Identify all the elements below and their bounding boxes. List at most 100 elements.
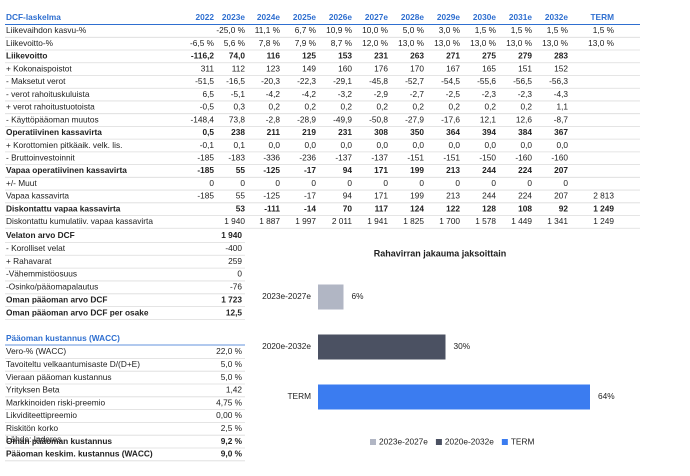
cell: 207 (554, 191, 568, 201)
column-header: 2032e (545, 12, 568, 22)
cell: 92 (559, 203, 569, 213)
cell: 3,0 % (439, 25, 461, 35)
cell: 1,5 % (511, 25, 533, 35)
cell: 153 (338, 51, 352, 61)
cell: 0,0 (448, 140, 460, 150)
cell: 5,0 % (221, 372, 243, 382)
cell: 211 (267, 127, 281, 137)
cell: -150 (479, 152, 496, 162)
column-header: 2022 (196, 12, 215, 22)
cell: 94 (343, 191, 353, 201)
cell: -2,8 (266, 114, 281, 124)
column-header: 2027e (365, 12, 388, 22)
cell: 22,0 % (216, 346, 242, 356)
row-label: - Maksetut verot (6, 76, 66, 86)
row-label: Yrityksen Beta (6, 385, 60, 395)
cell: -27,9 (405, 114, 424, 124)
row-label: Likviditeettipreemio (6, 410, 77, 420)
cell: -52,7 (405, 76, 424, 86)
cell: 213 (446, 165, 460, 175)
cell: 0,3 (233, 102, 245, 112)
cell: 0,2 (448, 102, 460, 112)
row-label: + Rahavarat (6, 256, 52, 266)
cell: 0,2 (484, 102, 496, 112)
cell: 13,0 % (398, 38, 424, 48)
column-header: 2028e (401, 12, 424, 22)
legend-swatch (501, 439, 508, 445)
cell: 1 723 (221, 294, 242, 304)
cell: -148,4 (190, 114, 214, 124)
cell: 283 (554, 51, 568, 61)
cell: 219 (302, 127, 316, 137)
cell: -22,3 (297, 76, 316, 86)
cell: 394 (482, 127, 496, 137)
cell: 13,0 % (434, 38, 460, 48)
cell: -3,2 (338, 89, 353, 99)
row-label: +/- Muut (6, 178, 37, 188)
cell: -17 (304, 165, 316, 175)
cell: 275 (482, 51, 496, 61)
category-label: 2020e-2032e (262, 341, 311, 351)
cell: 122 (446, 203, 460, 213)
cell: -76 (230, 282, 242, 292)
bar (318, 284, 344, 310)
cell: 364 (446, 127, 460, 137)
cell: 74,0 (229, 51, 246, 61)
cell: -137 (335, 152, 352, 162)
cell: 0 (311, 178, 316, 188)
row-label: Vero-% (WACC) (6, 346, 66, 356)
cell: -17,6 (441, 114, 460, 124)
cell: -185 (197, 152, 214, 162)
cell: 0 (275, 178, 280, 188)
row-label: Liikevaihdon kasvu-% (6, 25, 87, 35)
cell: 0 (240, 178, 245, 188)
row-label: - Bruttoinvestoinnit (6, 152, 75, 162)
row-label: Vapaa kassavirta (6, 191, 69, 201)
cell: -56,3 (549, 76, 568, 86)
cell: -5,1 (231, 89, 246, 99)
column-header: 2025e (293, 12, 316, 22)
row-label: Markkinoiden riski-preemio (6, 397, 106, 407)
cell: -14 (304, 203, 316, 213)
source: Lähde: Inderes (6, 434, 61, 444)
column-header: 2023e (222, 12, 245, 22)
cell: 10,0 % (362, 25, 388, 35)
cell: -20,3 (261, 76, 280, 86)
cell: -51,5 (195, 76, 214, 86)
row-label: Oman pääoman arvo DCF (6, 294, 107, 304)
cell: 0,0 (340, 140, 352, 150)
cell: 0,2 (520, 102, 532, 112)
cell: 165 (482, 63, 496, 73)
cell: 263 (410, 51, 424, 61)
cell: 0,0 (556, 140, 568, 150)
row-label: Liikevoitto (6, 51, 48, 61)
cell: 151 (518, 63, 532, 73)
legend-swatch (435, 439, 442, 445)
cell: -151 (443, 152, 460, 162)
cell: 1 940 (224, 216, 245, 226)
cell: 171 (374, 165, 388, 175)
column-header: 2029e (437, 12, 460, 22)
cell: 0 (383, 178, 388, 188)
cell: -8,7 (554, 114, 569, 124)
cell: -25,0 % (216, 25, 245, 35)
cell: 12,5 (226, 307, 243, 317)
cell: 279 (518, 51, 532, 61)
row-label: Diskontattu vapaa kassavirta (6, 203, 121, 213)
section-title: Pääoman kustannus (WACC) (6, 333, 120, 343)
cell: 350 (410, 127, 424, 137)
cell: 1 997 (295, 216, 316, 226)
cell: 0,0 (412, 140, 424, 150)
cell: 1 249 (593, 216, 614, 226)
row-label: + Korottomien pitkäaik. velk. lis. (6, 140, 122, 150)
cell: 244 (482, 191, 496, 201)
cell: 271 (446, 51, 460, 61)
cell: 170 (410, 63, 424, 73)
cell: -183 (228, 152, 245, 162)
cell: 367 (554, 127, 568, 137)
cell: 0 (455, 178, 460, 188)
cell: 207 (554, 165, 568, 175)
cell: 1 887 (259, 216, 280, 226)
cell: 124 (410, 203, 424, 213)
value-label: 30% (454, 341, 471, 351)
